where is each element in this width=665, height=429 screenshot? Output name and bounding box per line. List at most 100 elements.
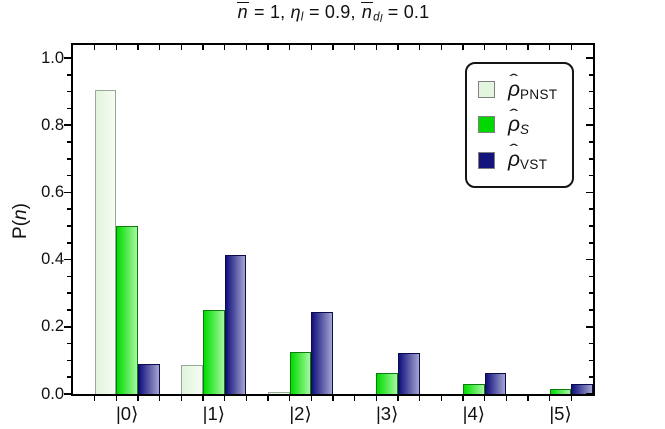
legend-swatch-vst-icon: [478, 151, 495, 169]
x-tick-top: [93, 45, 96, 50]
bar-vst-n3: [398, 353, 420, 394]
y-tick-right: [589, 141, 593, 143]
y-tick-left: [64, 124, 71, 126]
y-tick-right: [586, 258, 593, 261]
hat-accent: ˆ: [508, 70, 518, 90]
x-tick-bottom: [332, 396, 334, 401]
x-tick-top: [115, 45, 118, 50]
y-tick-left: [64, 57, 71, 59]
x-tick-bottom: [397, 396, 399, 401]
y-tick-right: [589, 275, 593, 278]
x-tick-top: [245, 45, 248, 50]
x-tick-bottom: [548, 396, 551, 401]
x-tick-top: [158, 45, 161, 50]
x-category-label-4: |4⟩: [462, 403, 485, 424]
x-tick-bottom: [93, 396, 96, 401]
y-tick-right: [586, 124, 593, 126]
x-tick-top: [483, 45, 486, 50]
y-tick-label: 0.2: [41, 317, 64, 336]
y-tick-left: [64, 191, 71, 194]
bar-vst-n2: [311, 312, 333, 394]
y-tick-left: [67, 242, 71, 244]
y-tick-right: [589, 107, 593, 110]
y-tick-right: [589, 342, 593, 345]
bar-s-n2: [289, 352, 312, 394]
x-tick-top: [267, 45, 269, 50]
y-tick-label: 0.8: [41, 115, 64, 134]
x-tick-top: [570, 45, 573, 50]
x-tick-top: [462, 45, 464, 50]
y-tick-left: [67, 309, 71, 311]
x-tick-top: [527, 45, 529, 50]
x-tick-bottom: [267, 396, 269, 401]
bar-pnst-n1: [181, 365, 203, 394]
x-tick-bottom: [158, 396, 161, 401]
bar-s-n0: [116, 226, 138, 394]
hat-accent: ˆ: [508, 141, 518, 161]
y-tick-left: [67, 376, 71, 378]
x-category-label-5: |5⟩: [549, 403, 572, 424]
x-tick-bottom: [462, 396, 464, 401]
y-tick-right: [589, 90, 593, 93]
x-tick-top: [353, 45, 356, 50]
y-tick-left: [67, 107, 71, 110]
bar-pnst-n2: [268, 391, 290, 394]
x-category-label-2: |2⟩: [289, 403, 312, 424]
x-tick-bottom: [418, 396, 421, 401]
bar-s-n5: [549, 388, 572, 394]
y-tick-left: [67, 292, 71, 294]
y-tick-right: [589, 309, 593, 311]
x-tick-bottom: [483, 396, 486, 401]
x-tick-top: [332, 45, 334, 50]
x-tick-bottom: [223, 396, 226, 401]
y-tick-right: [589, 359, 593, 362]
y-tick-left: [67, 208, 71, 210]
y-tick-left: [67, 359, 71, 362]
x-tick-top: [505, 45, 508, 50]
y-tick-left: [67, 141, 71, 143]
y-tick-left: [64, 393, 71, 395]
x-tick-top: [288, 45, 291, 50]
x-tick-bottom: [505, 396, 508, 401]
bar-pnst-n0: [94, 89, 117, 394]
bar-s-n3: [376, 373, 398, 394]
y-tick-left: [67, 90, 71, 93]
y-tick-left: [67, 225, 71, 227]
y-tick-right: [586, 326, 593, 328]
bar-vst-n5: [571, 383, 593, 394]
legend-item-rho-pnst: ρ ˆ PNST: [478, 70, 568, 102]
y-tick-right: [589, 242, 593, 244]
legend-swatch-pnst-icon: [478, 81, 495, 99]
x-tick-top: [548, 45, 551, 50]
y-tick-right: [589, 292, 593, 294]
x-tick-top: [310, 45, 313, 50]
x-tick-top: [397, 45, 399, 50]
y-tick-label: 1.0: [41, 48, 64, 67]
legend-item-rho-vst: ρ ˆ VST: [478, 141, 568, 172]
y-tick-left: [67, 74, 71, 76]
chart-title: n = 1, ηl = 0.9, ndl = 0.1: [236, 2, 430, 25]
bar-s-n1: [203, 310, 225, 394]
bar-vst-n4: [484, 373, 507, 394]
x-category-label-1: |1⟩: [202, 403, 225, 424]
x-tick-bottom: [288, 396, 291, 401]
y-tick-left: [67, 158, 71, 160]
x-tick-top: [375, 45, 378, 50]
legend-label-pnst: ρ ˆ PNST: [508, 70, 558, 102]
bar-vst-n0: [138, 364, 160, 394]
hat-accent: ˆ: [508, 106, 518, 126]
x-tick-bottom: [375, 396, 378, 401]
x-tick-top: [137, 45, 139, 50]
plot-frame: [71, 43, 595, 396]
x-tick-bottom: [180, 396, 183, 401]
y-tick-right: [589, 225, 593, 227]
x-tick-bottom: [137, 396, 139, 401]
x-tick-bottom: [570, 396, 573, 401]
x-tick-bottom: [245, 396, 248, 401]
x-tick-bottom: [310, 396, 313, 401]
y-tick-right: [589, 376, 593, 378]
bar-vst-n1: [224, 255, 247, 394]
